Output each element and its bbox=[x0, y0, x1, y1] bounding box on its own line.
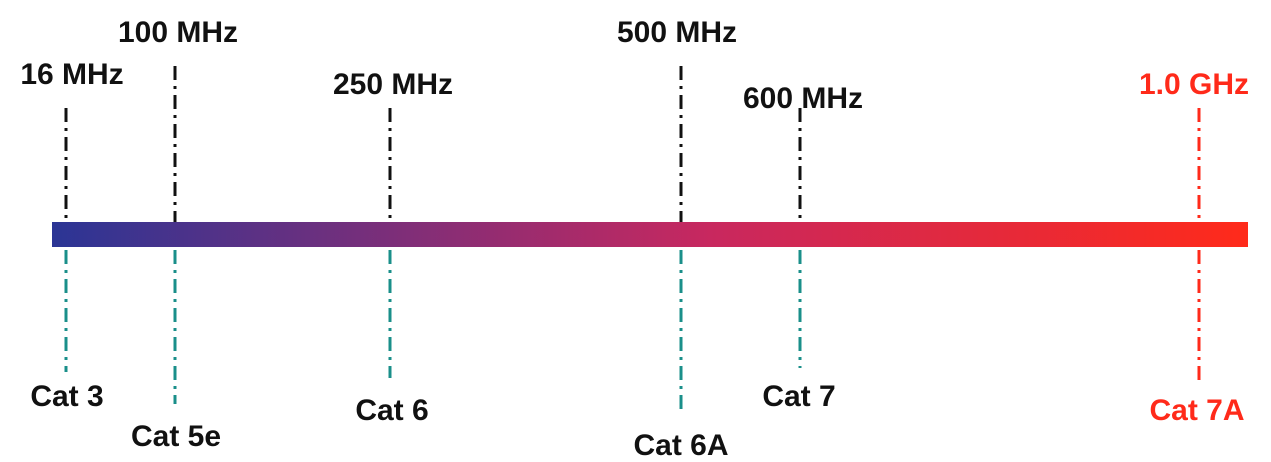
marker-cat6: 250 MHz Cat 6 bbox=[333, 68, 453, 427]
marker-cat7: 600 MHz Cat 7 bbox=[743, 82, 863, 413]
frequency-label-cat5e: 100 MHz bbox=[118, 16, 238, 49]
category-label-cat7: Cat 7 bbox=[762, 380, 835, 413]
frequency-label-cat3: 16 MHz bbox=[20, 58, 123, 91]
marker-cat3: 16 MHz Cat 3 bbox=[20, 58, 123, 413]
category-label-cat3: Cat 3 bbox=[30, 380, 103, 413]
category-label-cat7a: Cat 7A bbox=[1149, 394, 1244, 427]
frequency-label-cat6a: 500 MHz bbox=[617, 16, 737, 49]
markers-layer: 16 MHz Cat 3 100 MHz Cat 5e 250 MHz Cat 6 500 … bbox=[20, 16, 1249, 462]
category-label-cat5e: Cat 5e bbox=[131, 420, 221, 453]
frequency-spectrum-bar bbox=[52, 222, 1248, 247]
marker-cat6a: 500 MHz Cat 6A bbox=[617, 16, 737, 462]
category-label-cat6: Cat 6 bbox=[355, 394, 428, 427]
frequency-label-cat7: 600 MHz bbox=[743, 82, 863, 115]
frequency-label-cat7a: 1.0 GHz bbox=[1139, 68, 1249, 101]
category-label-cat6a: Cat 6A bbox=[633, 429, 728, 462]
marker-cat7a: 1.0 GHz Cat 7A bbox=[1139, 68, 1249, 427]
frequency-label-cat6: 250 MHz bbox=[333, 68, 453, 101]
marker-cat5e: 100 MHz Cat 5e bbox=[118, 16, 238, 453]
